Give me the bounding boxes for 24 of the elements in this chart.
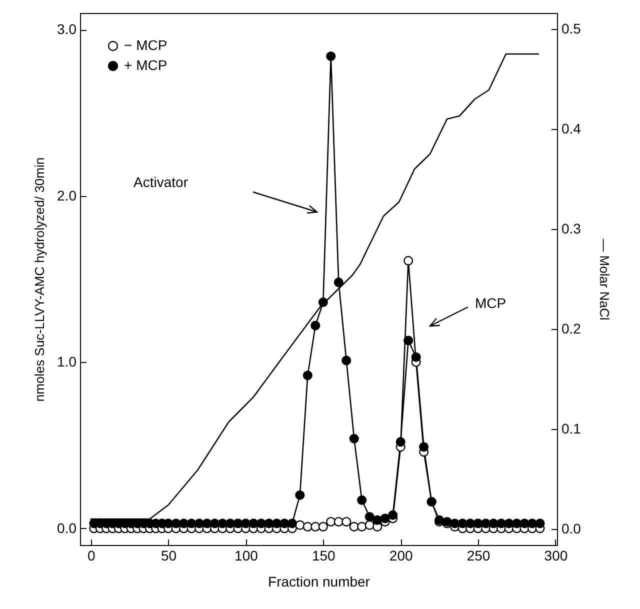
y-tick-label: 3.0 — [57, 21, 77, 38]
x-tick-label: 300 — [544, 548, 568, 564]
x-axis-title: Fraction number — [268, 574, 370, 590]
y-axis-title: nmoles Suc-LLVY-AMC hydrolyzed/ 30min — [32, 157, 48, 402]
annotation: Activator — [134, 174, 188, 190]
y2-tick-label: 0.3 — [562, 220, 582, 236]
x-tick-label: 200 — [389, 548, 413, 564]
y2-tick-label: 0.1 — [562, 420, 582, 436]
x-tick-label: 250 — [466, 548, 490, 564]
y2-tick-label: 0.0 — [562, 520, 582, 536]
annotation: MCP — [475, 295, 506, 311]
x-tick-label: 150 — [312, 548, 336, 564]
x-tick-label: 0 — [87, 548, 96, 564]
y-tick-label: 1.0 — [57, 354, 77, 370]
legend-label: − MCP — [124, 37, 168, 53]
y2-tick-label: 0.4 — [562, 120, 582, 136]
x-tick-label: 50 — [160, 548, 177, 564]
x-tick-label: 100 — [234, 548, 258, 564]
y2-tick-label: 0.5 — [562, 20, 582, 36]
y2-tick-label: 0.2 — [562, 320, 582, 336]
legend-label: + MCP — [124, 57, 168, 73]
y2-axis-title: — Molar NaCl — [596, 238, 612, 320]
y-tick-label: 0.0 — [57, 520, 77, 536]
y-tick-label: 2.0 — [57, 187, 77, 204]
